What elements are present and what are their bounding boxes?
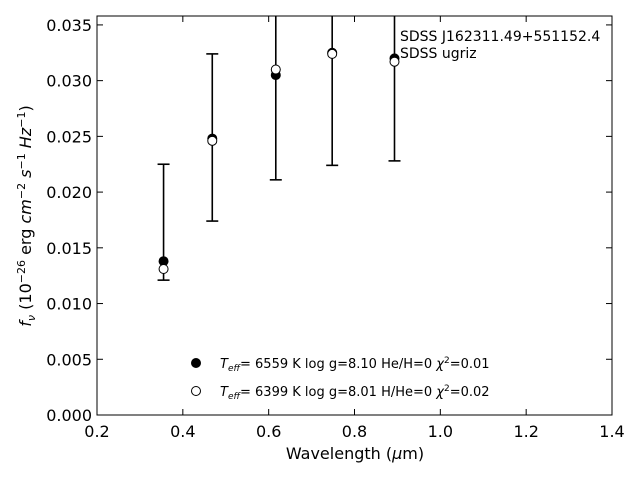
legend-marker-open	[191, 386, 201, 396]
x-tick-label: 0.2	[84, 422, 109, 441]
legend-entry-open: Teff= 6399 K log g=8.01 H/He=0 χ2=0.02	[220, 384, 490, 402]
y-tick-label: 0.035	[46, 16, 92, 35]
y-tick-label: 0.030	[46, 72, 92, 91]
x-tick-label: 0.4	[170, 422, 195, 441]
data-point-open	[158, 263, 169, 274]
y-tick-label: 0.020	[46, 183, 92, 202]
data-point-open	[270, 64, 281, 75]
y-tick-label: 0.005	[46, 350, 92, 369]
x-tick-label: 0.8	[342, 422, 367, 441]
x-axis-label: Wavelength (μm)	[286, 444, 424, 463]
data-markers	[158, 47, 400, 274]
legend-marker-filled	[191, 358, 201, 368]
plot-area-frame	[96, 15, 613, 416]
y-axis-label: fν (10−26 erg cm−2 s−1 Hz−1)	[15, 105, 38, 326]
x-tick-label: 1.0	[428, 422, 453, 441]
data-point-open	[327, 48, 338, 59]
y-tick-label: 0.010	[46, 295, 92, 314]
x-tick-label: 1.2	[513, 422, 538, 441]
survey-annotation: SDSS ugriz	[400, 46, 477, 62]
x-tick-label: 1.4	[599, 422, 624, 441]
y-tick-label: 0.015	[46, 239, 92, 258]
x-axis: 0.2 0.4 0.6 0.8 1.0 1.2 1.4	[84, 16, 625, 441]
x-tick-label: 0.6	[256, 422, 281, 441]
data-point-open	[207, 135, 218, 146]
legend: Teff= 6559 K log g=8.10 He/H=0 χ2=0.01 T…	[191, 356, 490, 402]
error-bars	[157, 16, 401, 281]
data-point-open	[389, 56, 400, 67]
legend-entry-filled: Teff= 6559 K log g=8.10 He/H=0 χ2=0.01	[220, 356, 490, 374]
y-tick-label: 0.000	[46, 406, 92, 425]
y-tick-label: 0.025	[46, 127, 92, 146]
y-axis: 0.000 0.005 0.010 0.015 0.020 0.025 0.030 0.035	[46, 16, 612, 425]
object-annotation: SDSS J162311.49+551152.4	[400, 29, 600, 45]
